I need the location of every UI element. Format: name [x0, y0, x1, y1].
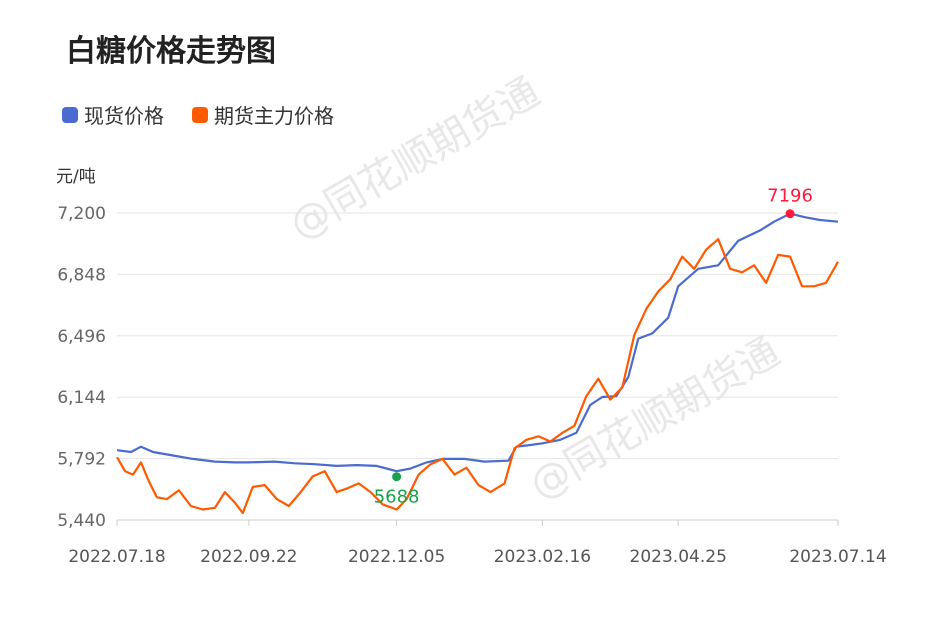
series-lines	[116, 212, 839, 515]
legend-item-futures[interactable]: 期货主力价格	[192, 100, 334, 129]
legend-label-futures: 期货主力价格	[214, 104, 334, 128]
y-tick-label: 6,848	[57, 265, 106, 285]
x-tick-label: 2023.04.25	[630, 547, 727, 567]
min-point-label: 5688	[374, 487, 420, 508]
y-tick-label: 5,792	[57, 450, 106, 470]
watermark-text: @同花顺期货通	[522, 329, 787, 509]
watermark-text: @同花顺期货通	[282, 69, 547, 249]
x-axis-ticks: 2022.07.18 2022.09.22 2022.12.05 2023.02.16…	[68, 519, 887, 567]
chart-title: 白糖价格走势图	[66, 34, 276, 69]
legend-label-spot: 现货价格	[84, 104, 164, 128]
x-tick-label: 2023.02.16	[494, 547, 591, 567]
min-point-marker	[392, 472, 402, 482]
y-tick-label: 6,496	[57, 327, 106, 347]
y-axis-ticks: 7,200 6,848 6,496 6,144 5,792 5,440	[57, 204, 106, 531]
y-tick-label: 6,144	[57, 388, 106, 408]
max-point-marker	[785, 209, 795, 219]
series-line-futures	[116, 238, 839, 515]
y-tick-label: 7,200	[57, 204, 106, 224]
watermarks: @同花顺期货通 @同花顺期货通	[282, 69, 787, 509]
chart-legend: 现货价格 期货主力价格	[62, 100, 362, 129]
legend-swatch-spot	[62, 106, 78, 123]
x-tick-label: 2023.07.14	[789, 547, 886, 567]
annotations: 7196 5688	[374, 186, 813, 508]
x-tick-label: 2022.07.18	[68, 547, 165, 567]
legend-item-spot[interactable]: 现货价格	[62, 100, 164, 129]
y-tick-label: 5,440	[57, 511, 106, 531]
series-line-spot	[116, 212, 839, 473]
legend-swatch-futures	[192, 106, 208, 123]
x-tick-label: 2022.09.22	[200, 547, 297, 567]
x-tick-label: 2022.12.05	[348, 547, 445, 567]
max-point-label: 7196	[767, 186, 813, 207]
y-axis-label: 元/吨	[56, 167, 96, 187]
